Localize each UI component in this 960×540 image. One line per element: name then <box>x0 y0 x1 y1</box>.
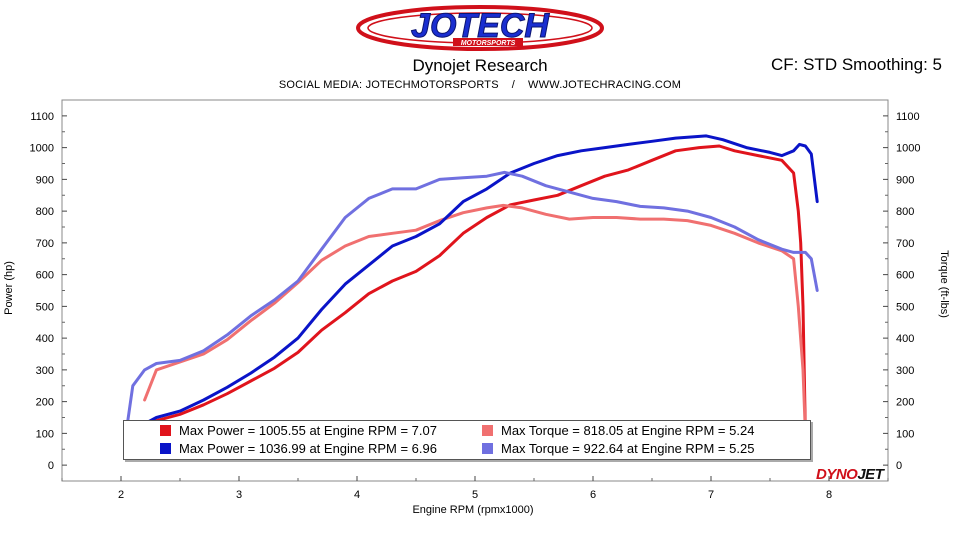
y-tick-label: 600 <box>36 270 54 282</box>
y-tick-label: 100 <box>36 428 54 440</box>
x-tick-label: 3 <box>236 489 242 501</box>
legend-item: Max Power = 1036.99 at Engine RPM = 6.96 <box>160 441 437 456</box>
legend-swatch <box>482 443 493 454</box>
plot-frame <box>61 99 889 482</box>
y-tick-label: 500 <box>36 301 54 313</box>
series-line <box>137 144 807 435</box>
y-tick-label-right: 1000 <box>896 143 920 155</box>
chart-title: Dynojet Research <box>412 56 548 75</box>
y-tick-label-right: 800 <box>896 206 914 218</box>
x-tick-label: 6 <box>590 489 596 501</box>
series-line <box>137 134 819 429</box>
y-tick-label-right: 1100 <box>896 111 920 123</box>
series-lines <box>125 134 819 435</box>
legend-label: Max Power = 1005.55 at Engine RPM = 7.07 <box>179 423 437 438</box>
y-tick-label: 0 <box>48 460 54 472</box>
y-tick-label: 900 <box>36 174 54 186</box>
legend: Max Power = 1005.55 at Engine RPM = 7.07… <box>123 420 811 460</box>
y-tick-label-right: 500 <box>896 301 914 313</box>
x-axis-label: Engine RPM (rpmx1000) <box>412 504 534 516</box>
y-tick-label: 400 <box>36 333 54 345</box>
legend-label: Max Torque = 922.64 at Engine RPM = 5.25 <box>501 441 755 456</box>
y-tick-label-right: 600 <box>896 270 914 282</box>
y-tick-label-right: 900 <box>896 174 914 186</box>
legend-swatch <box>482 425 493 436</box>
y-axis-label-right: Torque (ft-lbs) <box>937 250 950 318</box>
axes: 0 0 100 100 200 200 300 300 400 400 500 500 600 600 70… <box>30 111 921 501</box>
x-tick-label: 4 <box>354 489 360 501</box>
y-tick-label-right: 0 <box>896 460 902 472</box>
legend-item: Max Torque = 922.64 at Engine RPM = 5.25 <box>482 441 754 456</box>
legend-item: Max Power = 1005.55 at Engine RPM = 7.07 <box>160 423 437 438</box>
legend-item: Max Torque = 818.05 at Engine RPM = 5.24 <box>482 423 754 438</box>
chart-subtitle: SOCIAL MEDIA: JOTECHMOTORSPORTS / WWW.JO… <box>278 79 682 91</box>
y-tick-label: 700 <box>36 238 54 250</box>
brand-jet: JET <box>857 466 884 483</box>
legend-label: Max Torque = 818.05 at Engine RPM = 5.24 <box>501 423 755 438</box>
y-tick-label-right: 300 <box>896 365 914 377</box>
jotech-logo: JOTECH MOTORSPORTS <box>356 5 604 51</box>
y-tick-label-right: 700 <box>896 238 914 250</box>
legend-swatch <box>160 443 171 454</box>
y-tick-label: 1000 <box>30 143 54 155</box>
y-tick-label-right: 400 <box>896 333 914 345</box>
dynojet-brand-logo: DYNOJET <box>816 466 884 483</box>
y-tick-label-right: 200 <box>896 397 914 409</box>
x-tick-label: 2 <box>118 489 124 501</box>
y-tick-label: 300 <box>36 365 54 377</box>
x-tick-label: 8 <box>826 489 832 501</box>
correction-factor: CF: STD Smoothing: 5 <box>770 55 942 74</box>
y-tick-label: 200 <box>36 397 54 409</box>
y-axis-label-left: Power (hp) <box>2 261 15 315</box>
series-line <box>125 170 819 429</box>
x-tick-label: 7 <box>708 489 714 501</box>
brand-dyno: DYNO <box>816 466 858 483</box>
y-tick-label: 1100 <box>30 111 54 123</box>
y-tick-label-right: 100 <box>896 428 914 440</box>
x-tick-label: 5 <box>472 489 478 501</box>
legend-swatch <box>160 425 171 436</box>
series-line <box>143 203 807 435</box>
legend-label: Max Power = 1036.99 at Engine RPM = 6.96 <box>179 441 437 456</box>
y-tick-label: 800 <box>36 206 54 218</box>
logo-subtext: MOTORSPORTS <box>461 40 516 47</box>
